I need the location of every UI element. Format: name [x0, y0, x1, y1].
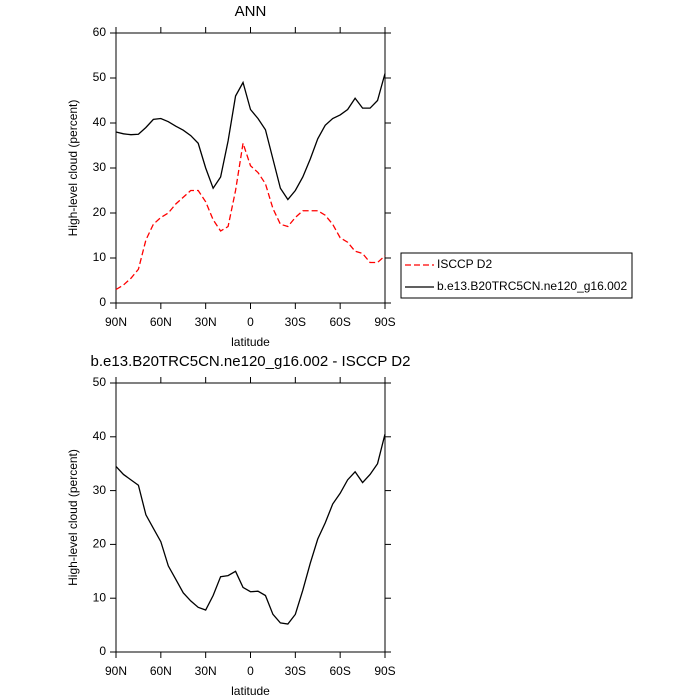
chart-title: b.e13.B20TRC5CN.ne120_g16.002 - ISCCP D2	[91, 353, 411, 370]
legend-label: b.e13.B20TRC5CN.ne120_g16.002	[437, 279, 627, 293]
y-tick-label: 0	[99, 644, 106, 658]
x-tick-label: 90S	[374, 664, 395, 678]
x-tick-label: 30S	[285, 664, 306, 678]
x-tick-label: 30N	[195, 315, 217, 329]
y-axis-label: High-level cloud (percent)	[66, 449, 80, 586]
x-axis-label: latitude	[231, 684, 270, 698]
y-tick-label: 30	[93, 483, 107, 497]
data-line	[115, 433, 386, 625]
x-tick-label: 90N	[105, 315, 127, 329]
plot-frame	[115, 382, 386, 653]
x-tick-label: 60S	[329, 664, 350, 678]
y-tick-label: 20	[93, 205, 107, 219]
y-axis-label: High-level cloud (percent)	[66, 100, 80, 237]
y-tick-label: 40	[93, 429, 107, 443]
legend-label: ISCCP D2	[437, 257, 492, 271]
data-line	[115, 73, 386, 201]
x-tick-label: 30S	[285, 315, 306, 329]
chart-title: ANN	[235, 3, 267, 20]
x-axis-label: latitude	[231, 335, 270, 349]
y-tick-label: 10	[93, 250, 107, 264]
y-tick-label: 10	[93, 590, 107, 604]
y-tick-label: 0	[99, 295, 106, 309]
x-tick-label: 0	[247, 664, 254, 678]
x-tick-label: 0	[247, 315, 254, 329]
y-tick-label: 50	[93, 375, 107, 389]
y-tick-label: 30	[93, 160, 107, 174]
x-tick-label: 60S	[329, 315, 350, 329]
y-tick-label: 60	[93, 25, 107, 39]
plot-frame	[115, 32, 386, 304]
data-line	[115, 143, 386, 291]
y-tick-label: 40	[93, 115, 107, 129]
legend-box	[400, 252, 633, 299]
x-tick-label: 30N	[195, 664, 217, 678]
x-tick-label: 60N	[150, 315, 172, 329]
y-tick-label: 50	[93, 70, 107, 84]
x-tick-label: 90N	[105, 664, 127, 678]
y-tick-label: 20	[93, 537, 107, 551]
x-tick-label: 90S	[374, 315, 395, 329]
x-tick-label: 60N	[150, 664, 172, 678]
